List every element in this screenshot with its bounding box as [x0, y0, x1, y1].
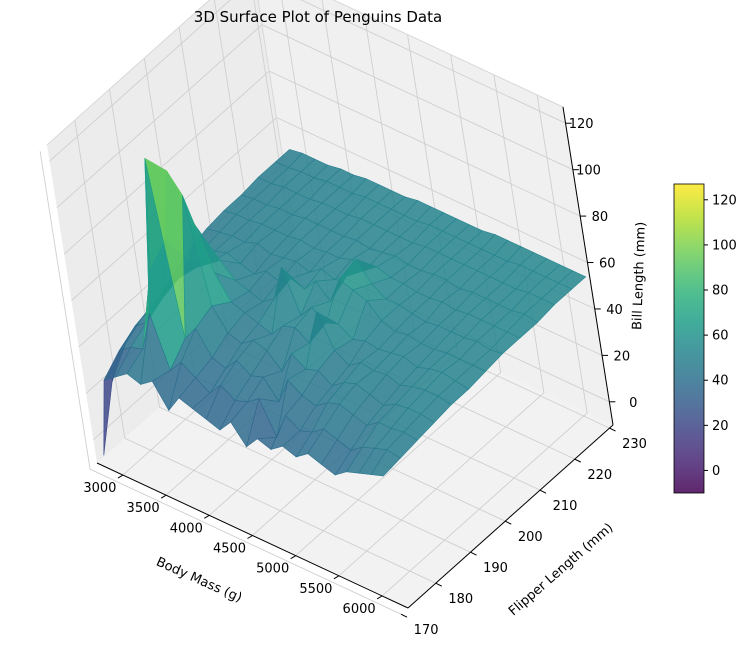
axes: 3000350040004500500055006000170180190200… — [83, 106, 647, 638]
y-tick-label: 180 — [448, 592, 473, 607]
x-tick — [204, 514, 210, 519]
y-tick-label: 220 — [587, 468, 612, 483]
grid-line-z — [49, 0, 566, 162]
x-tick — [376, 595, 383, 600]
x-tick-label: 3500 — [127, 501, 160, 516]
z-axis-line — [562, 106, 614, 426]
z-tick-label: 120 — [569, 117, 594, 132]
x-tick-label: 6000 — [343, 602, 376, 617]
grid-line-x — [381, 94, 588, 597]
x-tick-label: 5500 — [299, 582, 332, 597]
y-tick — [505, 520, 512, 525]
colorbar-tick-label: 100 — [712, 238, 737, 253]
y-tick-label: 230 — [622, 437, 647, 452]
x-tick — [333, 575, 340, 580]
z-tick-label: 20 — [614, 349, 631, 364]
colorbar: 0 20 40 60 80 100 120 — [673, 183, 737, 494]
grid-line-y — [109, 89, 471, 553]
x-tick — [290, 555, 296, 560]
grid-line-y — [39, 151, 402, 615]
y-tick — [609, 427, 616, 432]
y-tick-label: 170 — [414, 623, 439, 638]
z-tick-label: 40 — [606, 303, 623, 318]
y-tick-label: 200 — [518, 530, 543, 545]
colorbar-tick-label: 20 — [712, 419, 729, 434]
z-tick-label: 80 — [592, 210, 609, 225]
colorbar-bar — [673, 183, 705, 494]
colorbar-tick-label: 0 — [712, 464, 720, 479]
grid-line-y — [74, 120, 436, 584]
z-tick-label: 0 — [629, 396, 637, 411]
y-tick — [435, 582, 443, 587]
surface-facet — [370, 449, 401, 477]
x-tick-label: 4500 — [213, 542, 246, 557]
colorbar-tick-label: 80 — [712, 284, 729, 299]
y-tick-label: 210 — [553, 499, 578, 514]
x-axis-title: Body Mass (g) — [154, 555, 244, 606]
chart-title: 3D Surface Plot of Penguins Data — [194, 8, 442, 26]
y-tick — [470, 551, 477, 556]
z-axis-title: Bill Length (mm) — [630, 221, 649, 330]
x-tick-label: 4000 — [170, 521, 203, 536]
colorbar-tick-label: 40 — [712, 374, 729, 389]
y-tick — [574, 458, 582, 463]
colorbar-tick-label: 120 — [712, 193, 737, 208]
y-tick — [400, 613, 408, 618]
grid-line-x — [338, 74, 545, 577]
x-tick — [160, 494, 167, 499]
x-tick-label: 3000 — [83, 481, 116, 496]
x-tick — [247, 535, 253, 539]
colorbar-tick-label: 60 — [712, 329, 729, 344]
z-tick-label: 100 — [576, 164, 601, 179]
x-tick-label: 5000 — [256, 562, 289, 577]
grid-line-x — [295, 54, 502, 556]
surface-mesh — [103, 149, 587, 477]
y-axis-line — [407, 424, 614, 609]
y-tick-label: 190 — [483, 561, 508, 576]
x-tick — [117, 474, 124, 479]
z-tick-label: 60 — [599, 257, 616, 272]
y-tick — [539, 489, 547, 494]
